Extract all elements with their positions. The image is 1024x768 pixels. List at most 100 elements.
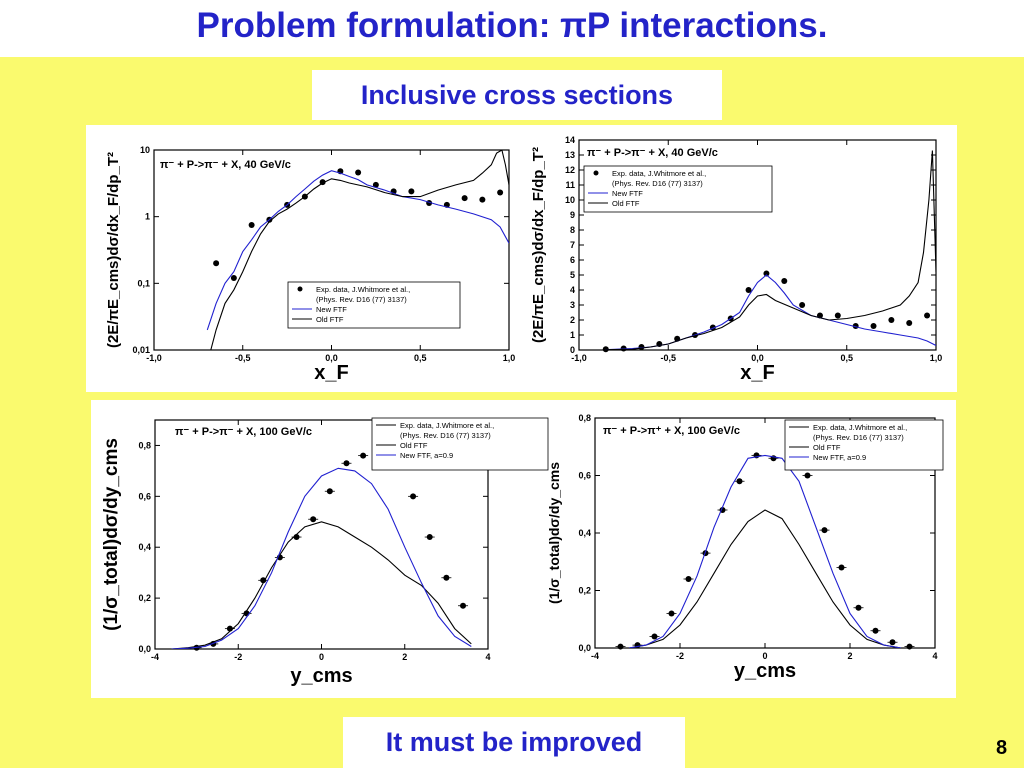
legend: Exp. data, J.Whitmore et al.,(Phys. Rev.…	[371, 417, 549, 471]
data-point	[248, 221, 255, 228]
x-tick-label: 2	[847, 651, 852, 661]
y-axis-label: (2E/πE_cms)dσ/dx_F/dp_T²	[105, 152, 122, 348]
data-point	[355, 169, 362, 176]
x-tick-label: 0,5	[414, 353, 427, 363]
data-point	[668, 610, 675, 617]
data-point	[230, 275, 237, 282]
data-point	[889, 639, 896, 646]
data-point	[343, 460, 350, 467]
data-point	[855, 604, 862, 611]
data-point	[838, 564, 845, 571]
x-tick-label: -0,5	[660, 353, 676, 363]
data-point	[461, 195, 468, 202]
data-point	[736, 478, 743, 485]
y-tick-label: 5	[570, 270, 575, 280]
data-point	[479, 196, 486, 203]
x-tick-label: 1,0	[930, 353, 943, 363]
legend-label: New FTF, a=0.9	[813, 453, 866, 462]
x-tick-label: -4	[591, 651, 599, 661]
chart-title: π⁻ + P->π⁻ + X, 40 GeV/c	[160, 159, 291, 171]
legend-box	[784, 419, 944, 471]
slide-title: Problem formulation: πP interactions.	[196, 6, 828, 45]
legend-box	[287, 281, 461, 329]
x-tick-label: 0,5	[840, 353, 853, 363]
legend-label: Exp. data, J.Whitmore et al.,	[400, 421, 494, 430]
data-point	[651, 633, 658, 640]
data-point	[870, 323, 877, 329]
y-tick-label: 0,1	[137, 278, 150, 288]
y-tick-label: 4	[570, 285, 575, 295]
data-point	[834, 312, 841, 319]
data-point	[260, 577, 267, 584]
old-ftf-line	[605, 150, 936, 350]
x-tick-label: -1,0	[146, 353, 162, 363]
y-tick-label: 8	[570, 225, 575, 235]
x-tick-label: 0,0	[325, 353, 338, 363]
data-point	[799, 302, 806, 308]
y-tick-label: 0,2	[138, 593, 151, 603]
x-axis-label: y_cms	[734, 660, 796, 682]
y-tick-label: 0,6	[138, 491, 151, 501]
new-ftf-line	[628, 454, 902, 648]
x-tick-label: 1,0	[503, 353, 516, 363]
legend-box	[371, 417, 549, 471]
data-point	[685, 576, 692, 582]
y-tick-label: 10	[140, 145, 150, 155]
y-axis-label: (2E/πE_cms)dσ/dx_F/dp_T²	[530, 147, 547, 343]
legend-label: New FTF, a=0.9	[400, 451, 453, 460]
y-tick-label: 0,4	[578, 528, 591, 538]
y-tick-label: 0,0	[138, 644, 151, 654]
legend-box	[583, 165, 773, 213]
chart-4: -4 -2 0 2 4 0,0 0,2 0,4 0,6 0,8 π⁻ + P->π⁺ + X, 10…	[546, 413, 944, 682]
y-tick-label: 11	[565, 180, 575, 190]
y-tick-label: 1	[570, 330, 575, 340]
y-tick-label: 7	[570, 240, 575, 250]
bottom-charts-svg: -4 -2 0 2 4 0,0 0,2 0,4 0,6 0,8 π⁻ + P->π⁻ + X, 10…	[101, 413, 944, 687]
legend: Exp. data, J.Whitmore et al.,(Phys. Rev.…	[583, 165, 773, 213]
data-point	[763, 270, 770, 277]
data-point	[360, 452, 367, 459]
top-chart-panel: -1,0 -0,5 0,0 0,5 1,0 0,01 0,1 1 10 π⁻ + P->π⁻ + …	[86, 125, 957, 392]
chart-1: -1,0 -0,5 0,0 0,5 1,0 0,01 0,1 1 10 π⁻ + P->π⁻ + …	[105, 145, 515, 384]
chart-3: -4 -2 0 2 4 0,0 0,2 0,4 0,6 0,8 π⁻ + P->π⁻ + X, 10…	[101, 417, 549, 687]
data-point	[408, 188, 415, 195]
new-ftf-line	[206, 170, 509, 331]
y-tick-label: 9	[570, 210, 575, 220]
y-tick-label: 0,6	[578, 471, 591, 481]
x-tick-label: 0	[762, 651, 767, 661]
y-tick-label: 6	[570, 255, 575, 265]
data-point	[638, 344, 645, 350]
data-point	[460, 602, 467, 609]
x-tick-label: -4	[151, 652, 159, 662]
legend-label: Old FTF	[813, 443, 841, 452]
y-tick-label: 12	[565, 165, 575, 175]
legend-label: Exp. data, J.Whitmore et al.,	[612, 169, 706, 178]
x-tick-label: -0,5	[235, 353, 251, 363]
old-ftf-line	[210, 150, 509, 350]
chart-title: π⁻ + P->π⁺ + X, 100 GeV/c	[603, 425, 740, 437]
y-tick-label: 0,4	[138, 542, 151, 552]
subtitle-box: Inclusive cross sections	[312, 70, 722, 120]
new-ftf-line	[171, 467, 472, 649]
y-tick-label: 0	[570, 345, 575, 355]
x-tick-label: -2	[234, 652, 242, 662]
legend-label: New FTF	[612, 189, 643, 198]
y-tick-label: 14	[565, 135, 575, 145]
x-tick-label: -2	[676, 651, 684, 661]
y-tick-label: 0,01	[132, 345, 150, 355]
legend-label: (Phys. Rev. D16 (77) 3137)	[612, 179, 703, 188]
data-point	[426, 534, 433, 541]
data-point	[497, 189, 504, 196]
legend-label: Old FTF	[316, 315, 344, 324]
y-tick-label: 3	[570, 300, 575, 310]
footer-box: It must be improved	[343, 717, 685, 768]
legend-label: Old FTF	[400, 441, 428, 450]
data-point	[924, 312, 931, 319]
y-tick-label: 0,2	[578, 586, 591, 596]
data-point	[888, 317, 895, 323]
legend: Exp. data, J.Whitmore et al.,(Phys. Rev.…	[784, 419, 944, 471]
legend-label: Exp. data, J.Whitmore et al.,	[316, 285, 410, 294]
legend-label: Old FTF	[612, 199, 640, 208]
